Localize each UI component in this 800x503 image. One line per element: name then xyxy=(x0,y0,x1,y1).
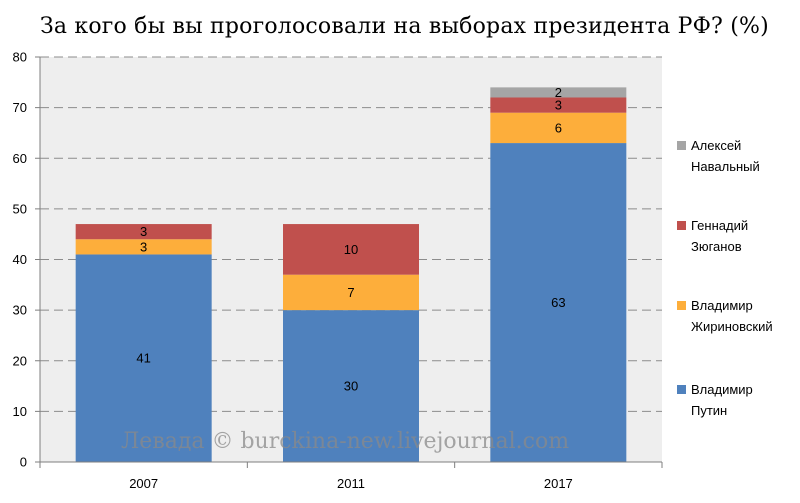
legend-entry: Владимир Путин xyxy=(691,382,753,418)
legend-entry: Владимир Жириновский xyxy=(691,298,773,334)
bar-segment xyxy=(75,239,212,255)
y-tick-label: 0 xyxy=(20,455,27,470)
legend-swatch xyxy=(677,221,686,230)
legend-swatch xyxy=(677,141,686,150)
bar-segment xyxy=(75,254,212,462)
y-tick-label: 40 xyxy=(13,252,27,267)
bar-segment xyxy=(283,310,419,462)
data-label: 3 xyxy=(140,224,147,239)
bar-segment xyxy=(490,143,627,462)
data-label: 2 xyxy=(555,85,562,100)
x-tick-label: 2007 xyxy=(129,476,158,491)
bar-segment xyxy=(283,274,419,311)
y-tick-label: 10 xyxy=(13,404,27,419)
bar-segment xyxy=(490,112,627,144)
data-label: 63 xyxy=(551,295,565,310)
x-tick-label: 2011 xyxy=(337,476,365,491)
x-tick-label: 2017 xyxy=(544,476,573,491)
bar-segment xyxy=(490,97,627,113)
y-tick-label: 50 xyxy=(13,201,27,216)
chart-title: За кого бы вы проголосовали на выборах п… xyxy=(40,14,769,39)
watermark-text: Левада © burckina-new.livejournal.com xyxy=(121,429,569,454)
bar-segment xyxy=(75,224,212,240)
bar-segment xyxy=(490,87,627,98)
legend-entry: Геннадий Зюганов xyxy=(691,218,748,254)
legend-swatch xyxy=(677,385,686,394)
y-tick-label: 20 xyxy=(13,353,27,368)
legend-swatch xyxy=(677,301,686,310)
data-label: 10 xyxy=(344,242,358,257)
data-label: 7 xyxy=(347,285,354,300)
data-label: 3 xyxy=(555,98,562,113)
y-tick-label: 70 xyxy=(13,100,27,115)
data-label: 3 xyxy=(140,239,147,254)
legend-entry: Алексей Навальный xyxy=(691,138,760,174)
y-tick-label: 30 xyxy=(13,303,27,318)
y-tick-label: 60 xyxy=(13,151,27,166)
bar-segment xyxy=(283,224,419,275)
data-label: 6 xyxy=(555,120,562,135)
y-tick-label: 80 xyxy=(13,50,27,65)
data-label: 30 xyxy=(344,379,358,394)
data-label: 41 xyxy=(136,351,150,366)
